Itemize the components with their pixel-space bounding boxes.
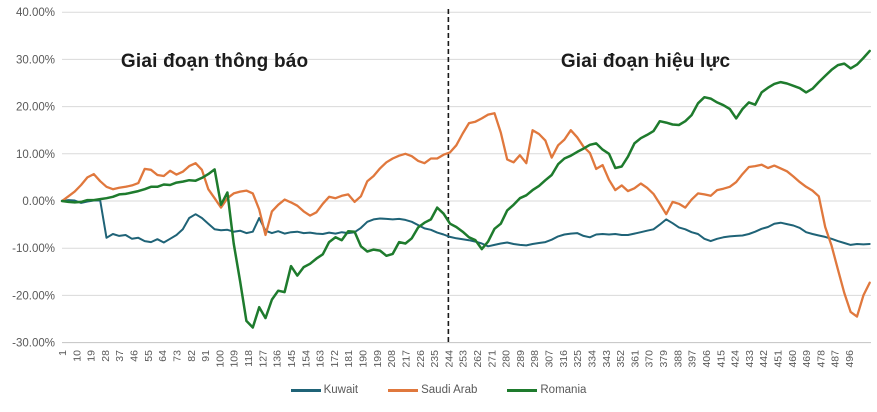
- legend-swatch-icon: [507, 388, 538, 392]
- x-axis-label: 307: [544, 350, 556, 368]
- annotation-announcement-period: Giai đoạn thông báo: [120, 50, 309, 72]
- x-axis-label: 235: [429, 350, 441, 368]
- y-axis-label: 0.00%: [22, 196, 55, 208]
- x-axis-label: 271: [486, 350, 498, 368]
- x-axis-label: 280: [501, 350, 513, 368]
- legend-swatch-icon: [290, 388, 321, 392]
- y-axis-label: 20.00%: [16, 102, 55, 114]
- x-axis-label: 181: [343, 350, 355, 368]
- x-axis-label: 469: [801, 350, 813, 368]
- y-axis-label: 10.00%: [16, 149, 55, 161]
- x-axis-label: 262: [472, 350, 484, 368]
- x-axis-label: 244: [443, 350, 455, 368]
- legend-label: Romania: [540, 384, 587, 396]
- x-axis-label: 73: [171, 350, 183, 362]
- x-axis-label: 91: [200, 350, 212, 362]
- x-axis-label: 226: [415, 350, 427, 368]
- x-axis-label: 388: [672, 350, 684, 368]
- series-line-romania: [60, 49, 871, 329]
- x-axis-label: 127: [257, 350, 269, 368]
- x-axis-label: 190: [358, 350, 370, 368]
- x-axis-label: 361: [629, 350, 641, 368]
- x-axis-label: 199: [372, 350, 384, 368]
- x-axis-label: 253: [458, 350, 470, 368]
- x-axis-label: 100: [214, 350, 226, 368]
- x-axis-label: 46: [129, 350, 141, 362]
- legend-item-romania: Romania: [507, 384, 586, 396]
- x-axis-label: 415: [715, 350, 727, 368]
- x-axis-label: 154: [300, 350, 312, 368]
- x-axis-label: 424: [730, 350, 742, 368]
- legend-item-kuwait: Kuwait: [290, 384, 359, 396]
- x-axis-label: 163: [315, 350, 327, 368]
- x-axis-label: 109: [229, 350, 241, 368]
- x-axis-label: 217: [400, 350, 412, 368]
- x-axis-label: 1: [57, 350, 69, 356]
- x-axis-label: 82: [186, 350, 198, 362]
- x-axis-label: 406: [701, 350, 713, 368]
- x-axis-label: 19: [86, 350, 98, 362]
- x-axis-label: 352: [615, 350, 627, 368]
- x-axis-label: 64: [157, 350, 169, 362]
- x-axis-label: 37: [114, 350, 126, 362]
- x-axis-label: 289: [515, 350, 527, 368]
- x-axis-label: 433: [744, 350, 756, 368]
- x-axis-label: 136: [272, 350, 284, 368]
- x-axis-label: 172: [329, 350, 341, 368]
- x-axis-label: 487: [830, 350, 842, 368]
- x-axis-label: 28: [100, 350, 112, 362]
- y-axis-label: -30.00%: [12, 338, 55, 350]
- x-axis-label: 298: [529, 350, 541, 368]
- y-axis-label: 30.00%: [16, 54, 55, 66]
- y-axis-label: 40.00%: [16, 7, 55, 19]
- series-line-saudi-arab: [60, 112, 871, 318]
- x-axis-label: 460: [787, 350, 799, 368]
- x-axis-label: 442: [758, 350, 770, 368]
- legend-swatch-icon: [388, 388, 419, 392]
- x-axis-label: 379: [658, 350, 670, 368]
- x-axis-label: 343: [601, 350, 613, 368]
- legend-item-saudi-arab: Saudi Arab: [388, 384, 477, 396]
- x-axis-label: 10: [71, 350, 83, 362]
- x-axis-label: 370: [644, 350, 656, 368]
- series-line-kuwait: [61, 199, 871, 248]
- x-axis-label: 55: [143, 350, 155, 362]
- x-axis-label: 334: [586, 350, 598, 368]
- annotation-effective-period: Giai đoạn hiệu lực: [560, 50, 731, 72]
- x-axis-label: 397: [687, 350, 699, 368]
- legend-label: Saudi Arab: [421, 384, 478, 396]
- x-axis-label: 478: [815, 350, 827, 368]
- y-axis-label: -10.00%: [12, 243, 55, 255]
- x-axis-label: 496: [844, 350, 856, 368]
- legend: Kuwait Saudi Arab Romania: [0, 384, 877, 396]
- x-axis-label: 145: [286, 350, 298, 368]
- x-axis-label: 118: [243, 350, 255, 367]
- y-axis-label: -20.00%: [12, 290, 55, 302]
- x-axis-label: 451: [773, 350, 785, 368]
- x-axis-label: 316: [558, 350, 570, 368]
- legend-label: Kuwait: [323, 384, 359, 396]
- x-axis-label: 325: [572, 350, 584, 368]
- x-axis-label: 208: [386, 350, 398, 368]
